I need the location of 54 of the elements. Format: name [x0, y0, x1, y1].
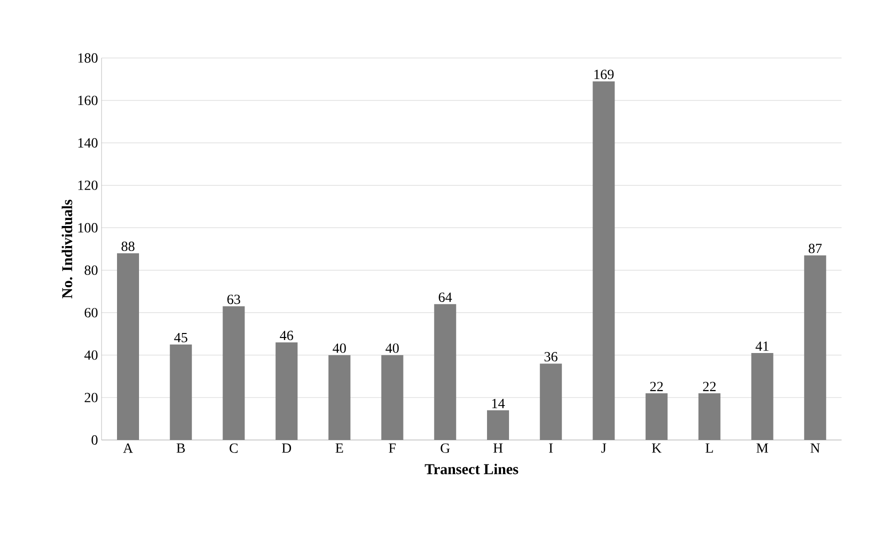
data-label: 40 [386, 343, 399, 353]
data-label: 40 [332, 343, 346, 353]
data-label: 41 [756, 342, 768, 351]
bar [222, 306, 245, 440]
data-label: 22 [703, 382, 716, 392]
bar [540, 364, 562, 440]
data-label: 169 [594, 70, 614, 80]
x-tick-label: G [440, 444, 450, 453]
x-tick-label: C [230, 444, 238, 453]
bar [434, 304, 456, 440]
data-label: 22 [650, 382, 663, 392]
data-label: 45 [174, 332, 188, 342]
x-tick-label: D [282, 443, 292, 453]
y-axis-title: No. Individuals [62, 200, 72, 298]
x-axis-title: Transect Lines [424, 464, 518, 474]
bar [276, 342, 298, 440]
bar [170, 344, 192, 440]
y-tick-label: 100 [78, 223, 98, 232]
x-tick-label: F [388, 443, 396, 453]
bar [698, 393, 720, 440]
data-label: 14 [492, 398, 505, 408]
x-tick-label: E [336, 443, 344, 453]
data-label: 36 [544, 352, 558, 362]
x-tick-label: L [706, 443, 713, 453]
data-label: 46 [280, 330, 294, 340]
y-tick-label: 60 [84, 308, 98, 318]
x-tick-label: J [601, 443, 606, 453]
bar [328, 355, 350, 440]
x-tick-label: H [493, 443, 503, 453]
x-tick-label: N [810, 443, 820, 453]
y-tick-label: 140 [78, 138, 98, 148]
x-tick-label: B [176, 443, 185, 453]
y-tick-label: 160 [78, 96, 98, 106]
y-tick-label: 0 [92, 435, 98, 445]
y-tick-label: 80 [84, 265, 98, 275]
bar [804, 255, 826, 440]
data-label: 64 [438, 292, 452, 302]
bar [751, 352, 774, 440]
data-label: 63 [227, 294, 240, 304]
x-tick-label: I [549, 443, 553, 453]
bar [592, 81, 615, 440]
x-tick-label: K [652, 443, 662, 453]
bar [117, 253, 140, 440]
data-label: 87 [808, 244, 822, 254]
bar [487, 410, 510, 440]
y-tick-label: 20 [84, 392, 98, 402]
bar [381, 355, 404, 440]
y-tick-label: 180 [78, 53, 98, 63]
y-tick-label: 120 [78, 180, 98, 190]
x-tick-label: A [123, 443, 133, 453]
bar [646, 393, 668, 440]
data-label: 88 [122, 242, 134, 252]
x-tick-label: M [756, 443, 768, 453]
y-tick-label: 40 [84, 350, 98, 360]
